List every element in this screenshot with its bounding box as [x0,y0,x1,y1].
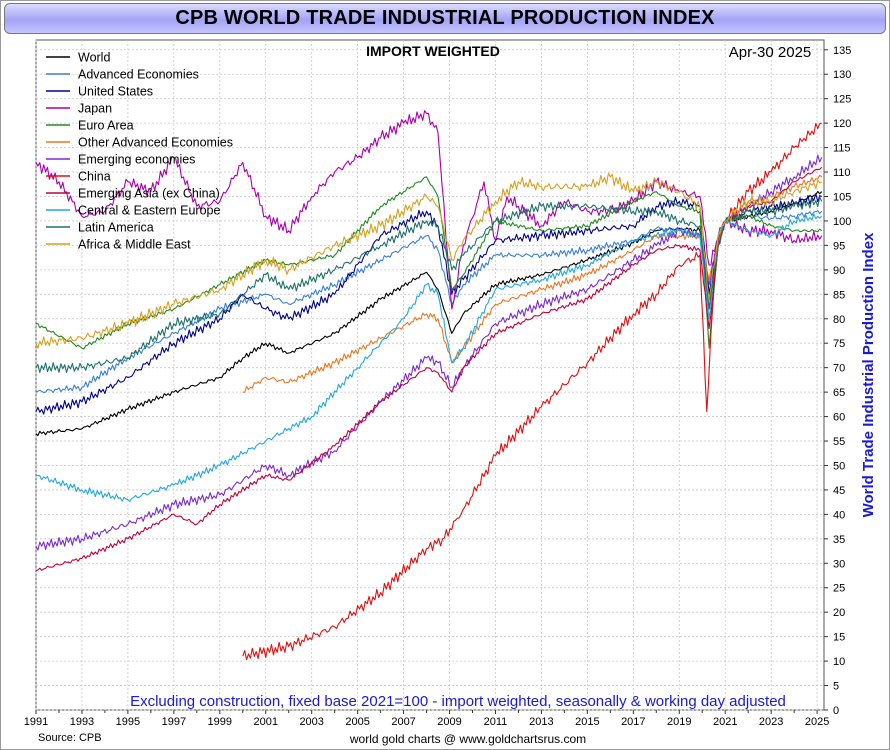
x-tick-label: 2011 [484,716,508,728]
title-bar: CPB WORLD TRADE INDUSTRIAL PRODUCTION IN… [4,3,886,34]
x-tick-label: 2005 [345,716,369,728]
y-tick-label: 0 [833,705,839,717]
y-tick-label: 85 [833,289,845,301]
y-tick-label: 40 [833,509,845,521]
y-tick-label: 120 [833,118,851,130]
x-tick-label: 2009 [437,716,461,728]
y-tick-label: 105 [833,191,851,203]
x-tick-label: 2021 [713,716,737,728]
y-tick-label: 100 [833,216,851,228]
legend-label: Japan [78,102,112,116]
series-line-11 [35,172,822,349]
x-tick-label: 2017 [621,716,645,728]
x-tick-label: 1993 [70,716,94,728]
y-tick-label: 115 [833,143,851,155]
x-tick-label: 2003 [299,716,323,728]
x-tick-label: 1991 [24,716,48,728]
legend-label: Central & Eastern Europe [78,204,220,218]
series-line-3 [35,110,823,310]
legend-label: Other Advanced Economies [78,136,233,150]
x-axis: 1991 1993 1995 1997 1999 2001 2003 2005 2007 2009… [24,710,829,728]
y-tick-label: 20 [833,607,845,619]
series-line-8 [35,166,823,572]
series-line-2 [35,193,822,415]
source-label: Source: CPB [38,732,102,744]
y-tick-label: 45 [833,485,845,497]
legend: World Advanced Economies United States Japa… [46,51,233,252]
y-tick-label: 125 [833,94,851,106]
y-tick-label: 70 [833,363,845,375]
y-tick-label: 65 [833,387,845,399]
y-tick-label: 130 [833,69,851,81]
y-tick-label: 75 [833,338,845,350]
y-tick-label: 90 [833,265,845,277]
x-tick-label: 2007 [391,716,415,728]
x-tick-label: 2013 [529,716,553,728]
chart-title: CPB WORLD TRADE INDUSTRIAL PRODUCTION IN… [175,7,715,29]
date-label: Apr-30 2025 [729,44,812,61]
y-tick-label: 50 [833,460,845,472]
y-tick-label: 30 [833,558,845,570]
y-tick-label: 15 [833,632,845,644]
series-line-9 [35,213,823,502]
x-tick-label: 1995 [116,716,140,728]
series-line-10 [35,196,823,374]
legend-label: Africa & Middle East [78,238,191,252]
legend-label: Latin America [78,221,154,235]
chart-subtitle: IMPORT WEIGHTED [366,43,500,59]
series-line-0 [35,190,823,437]
legend-label: Emerging economies [78,153,195,167]
x-tick-label: 2023 [759,716,783,728]
x-tick-label: 1997 [162,716,186,728]
x-tick-label: 2001 [253,716,277,728]
legend-label: Advanced Economies [78,68,199,82]
y-tick-label: 5 [833,681,839,693]
y-tick-label: 110 [833,167,851,179]
y-axis: 0 5 10 15 20 25 30 35 40 45 50 55 60 65 70 75 80 85 90 95 10… [824,45,851,717]
plot-area [35,39,825,711]
x-tick-label: 2025 [805,716,829,728]
series-group [35,110,823,661]
series-line-4 [35,176,823,350]
legend-label: Euro Area [78,119,134,133]
y-tick-label: 80 [833,314,845,326]
legend-label: United States [78,85,153,99]
legend-label: China [78,170,111,184]
y-tick-label: 95 [833,240,845,252]
x-tick-label: 2015 [575,716,599,728]
y-tick-label: 55 [833,436,845,448]
y-tick-label: 135 [833,45,851,57]
credit-label: world gold charts @ www.goldchartsrus.co… [349,732,586,746]
x-tick-label: 1999 [208,716,232,728]
grid [35,40,824,711]
legend-label: Emerging Asia (ex China) [78,187,220,201]
x-tick-label: 2019 [667,716,691,728]
y-tick-label: 25 [833,583,845,595]
y-tick-label: 60 [833,412,845,424]
y-axis-label: World Trade Industrial Production Index [860,232,877,517]
y-tick-label: 10 [833,656,845,668]
chart-note: Excluding construction, fixed base 2021=… [130,693,786,710]
y-tick-label: 35 [833,534,845,546]
legend-label: World [78,51,110,65]
